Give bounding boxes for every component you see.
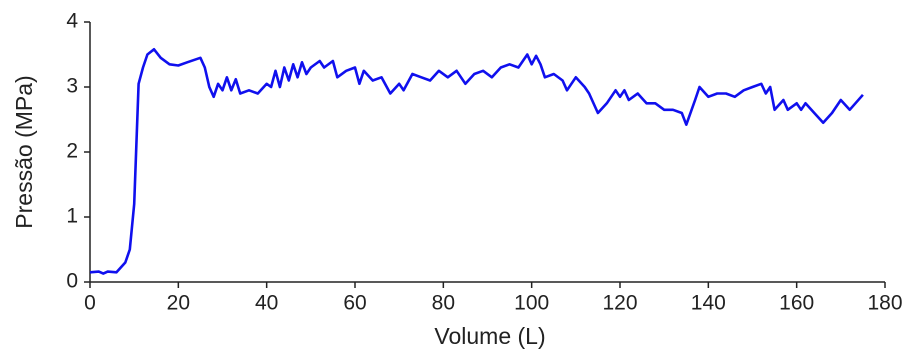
- x-tick-label: 140: [691, 292, 726, 315]
- data-line: [89, 48, 864, 275]
- x-tick-label: 120: [602, 292, 637, 315]
- x-tick-label: 20: [167, 292, 190, 315]
- x-tick-label: 160: [779, 292, 814, 315]
- x-tick-label: 60: [343, 292, 366, 315]
- x-axis-label: Volume (L): [434, 323, 545, 349]
- y-axis-label: Pressão (MPa): [11, 75, 37, 228]
- x-tick-label: 100: [514, 292, 549, 315]
- x-tick-label: 80: [432, 292, 455, 315]
- y-tick-label: 2: [66, 140, 78, 163]
- x-tick-label: 180: [867, 292, 902, 315]
- x-tick-label: 40: [255, 292, 278, 315]
- y-tick-label: 0: [66, 270, 78, 293]
- y-tick-label: 1: [66, 205, 78, 228]
- y-tick-label: 4: [66, 10, 78, 33]
- y-tick-label: 3: [66, 75, 78, 98]
- x-tick-label: 0: [84, 292, 96, 315]
